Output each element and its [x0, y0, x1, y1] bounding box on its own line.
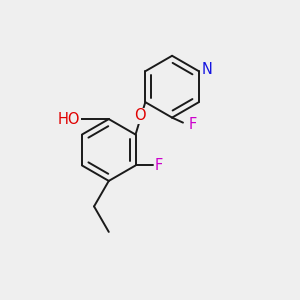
Text: HO: HO	[58, 112, 80, 127]
Text: F: F	[155, 158, 163, 173]
Text: F: F	[189, 118, 197, 133]
Text: O: O	[135, 109, 146, 124]
Text: N: N	[202, 62, 212, 77]
